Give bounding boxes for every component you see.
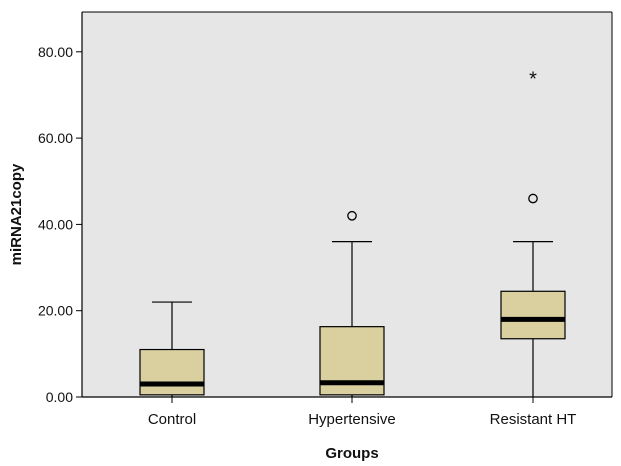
- extreme-point: *: [529, 69, 537, 91]
- x-axis-title: Groups: [325, 445, 378, 461]
- box-iqr: [139, 348, 205, 396]
- chart-marks: *: [139, 69, 566, 397]
- x-tick-label: Resistant HT: [490, 411, 577, 428]
- x-tick-label: Hypertensive: [308, 411, 396, 428]
- outlier-point: [528, 193, 538, 204]
- y-tick-label: 80.00: [38, 44, 73, 60]
- y-axis-title: miRNA21copy: [8, 163, 25, 265]
- box-group-control: [139, 301, 205, 397]
- axes: 0.00 20.00 40.00 60.00 80.00 Control Hypertens…: [38, 11, 613, 428]
- y-tick-label: 60.00: [38, 130, 73, 146]
- box-group-hypertensive: [319, 210, 385, 397]
- box-iqr: [500, 290, 566, 340]
- y-tick-label: 40.00: [38, 216, 73, 232]
- y-tick-label: 0.00: [46, 389, 73, 405]
- box-group-resistant-ht: *: [500, 69, 566, 397]
- x-tick-label: Control: [148, 411, 196, 428]
- outlier-point: [347, 210, 357, 221]
- y-tick-label: 20.00: [38, 303, 73, 319]
